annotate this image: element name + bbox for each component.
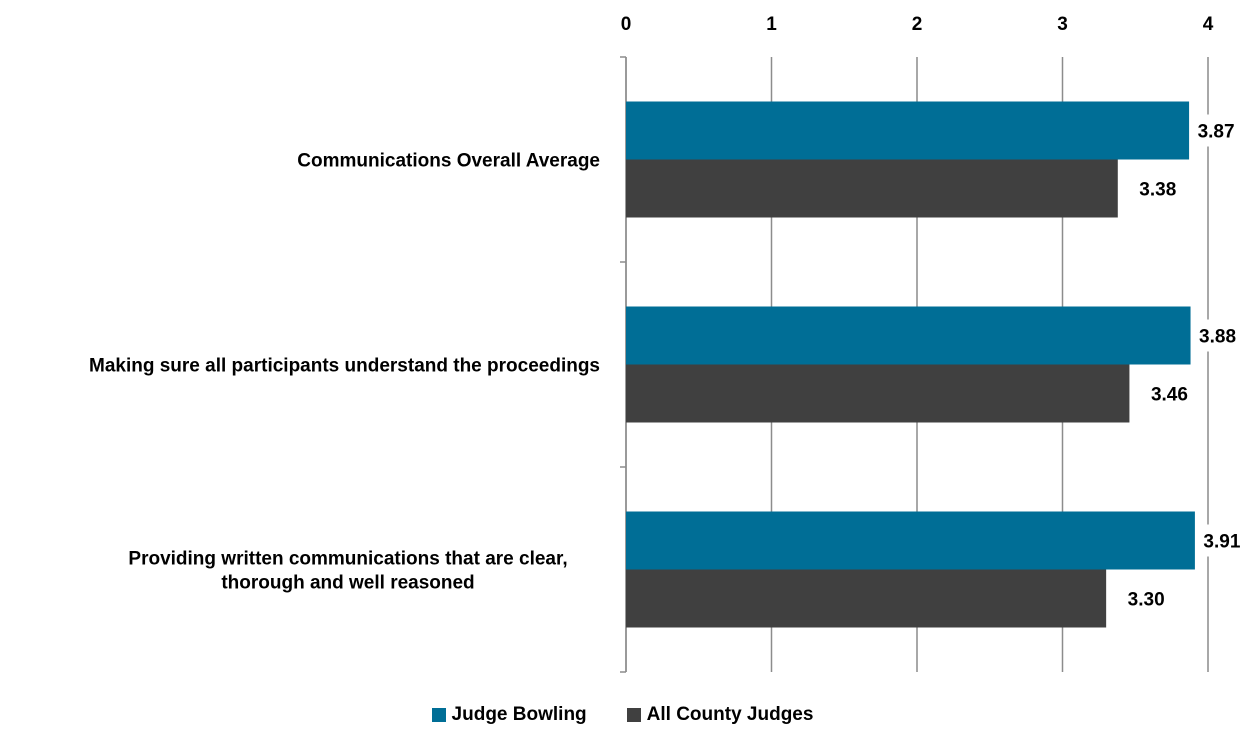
x-tick-label: 4 — [1203, 14, 1214, 35]
bar-chart: 0 1 2 3 4 Communications Overall Average 3.87 3… — [89, 14, 1245, 673]
data-label: 3.30 — [1128, 590, 1165, 611]
category-label-line: Communications Overall Average — [297, 151, 600, 172]
bar — [626, 101, 1190, 160]
x-tick-label: 3 — [1057, 14, 1068, 35]
data-label: 3.91 — [1203, 532, 1240, 553]
bar — [626, 306, 1191, 365]
data-label-bg — [1191, 319, 1244, 352]
legend-label-all-county-judges: All County Judges — [646, 704, 814, 725]
category-label: Making sure all participants understand … — [89, 356, 600, 377]
data-label-bg — [1190, 114, 1243, 147]
x-tick-label: 2 — [912, 14, 923, 35]
bar — [626, 569, 1107, 628]
legend-item-all-county-judges: All County Judges — [626, 704, 814, 726]
x-tick-label: 1 — [766, 14, 777, 35]
legend: Judge Bowling All County Judges — [0, 704, 1245, 726]
data-label-bg — [1195, 524, 1245, 557]
legend-label-judge-bowling: Judge Bowling — [451, 704, 587, 725]
bar — [626, 159, 1118, 218]
data-label: 3.88 — [1199, 327, 1236, 348]
x-tick-label: 0 — [621, 14, 632, 35]
data-label: 3.38 — [1139, 180, 1176, 201]
legend-swatch-judge-bowling — [431, 708, 446, 722]
category-label-line: Providing written communications that ar… — [128, 549, 567, 570]
data-label: 3.87 — [1198, 122, 1235, 143]
bar — [626, 511, 1195, 570]
category-label: Providing written communications that ar… — [128, 549, 567, 594]
category-label-line: thorough and well reasoned — [221, 573, 474, 594]
bar — [626, 364, 1130, 423]
legend-item-judge-bowling: Judge Bowling — [431, 704, 587, 726]
legend-swatch-all-county-judges — [626, 708, 641, 722]
data-label: 3.46 — [1151, 385, 1188, 406]
category-label-line: Making sure all participants understand … — [89, 356, 600, 377]
category-label: Communications Overall Average — [297, 151, 600, 172]
